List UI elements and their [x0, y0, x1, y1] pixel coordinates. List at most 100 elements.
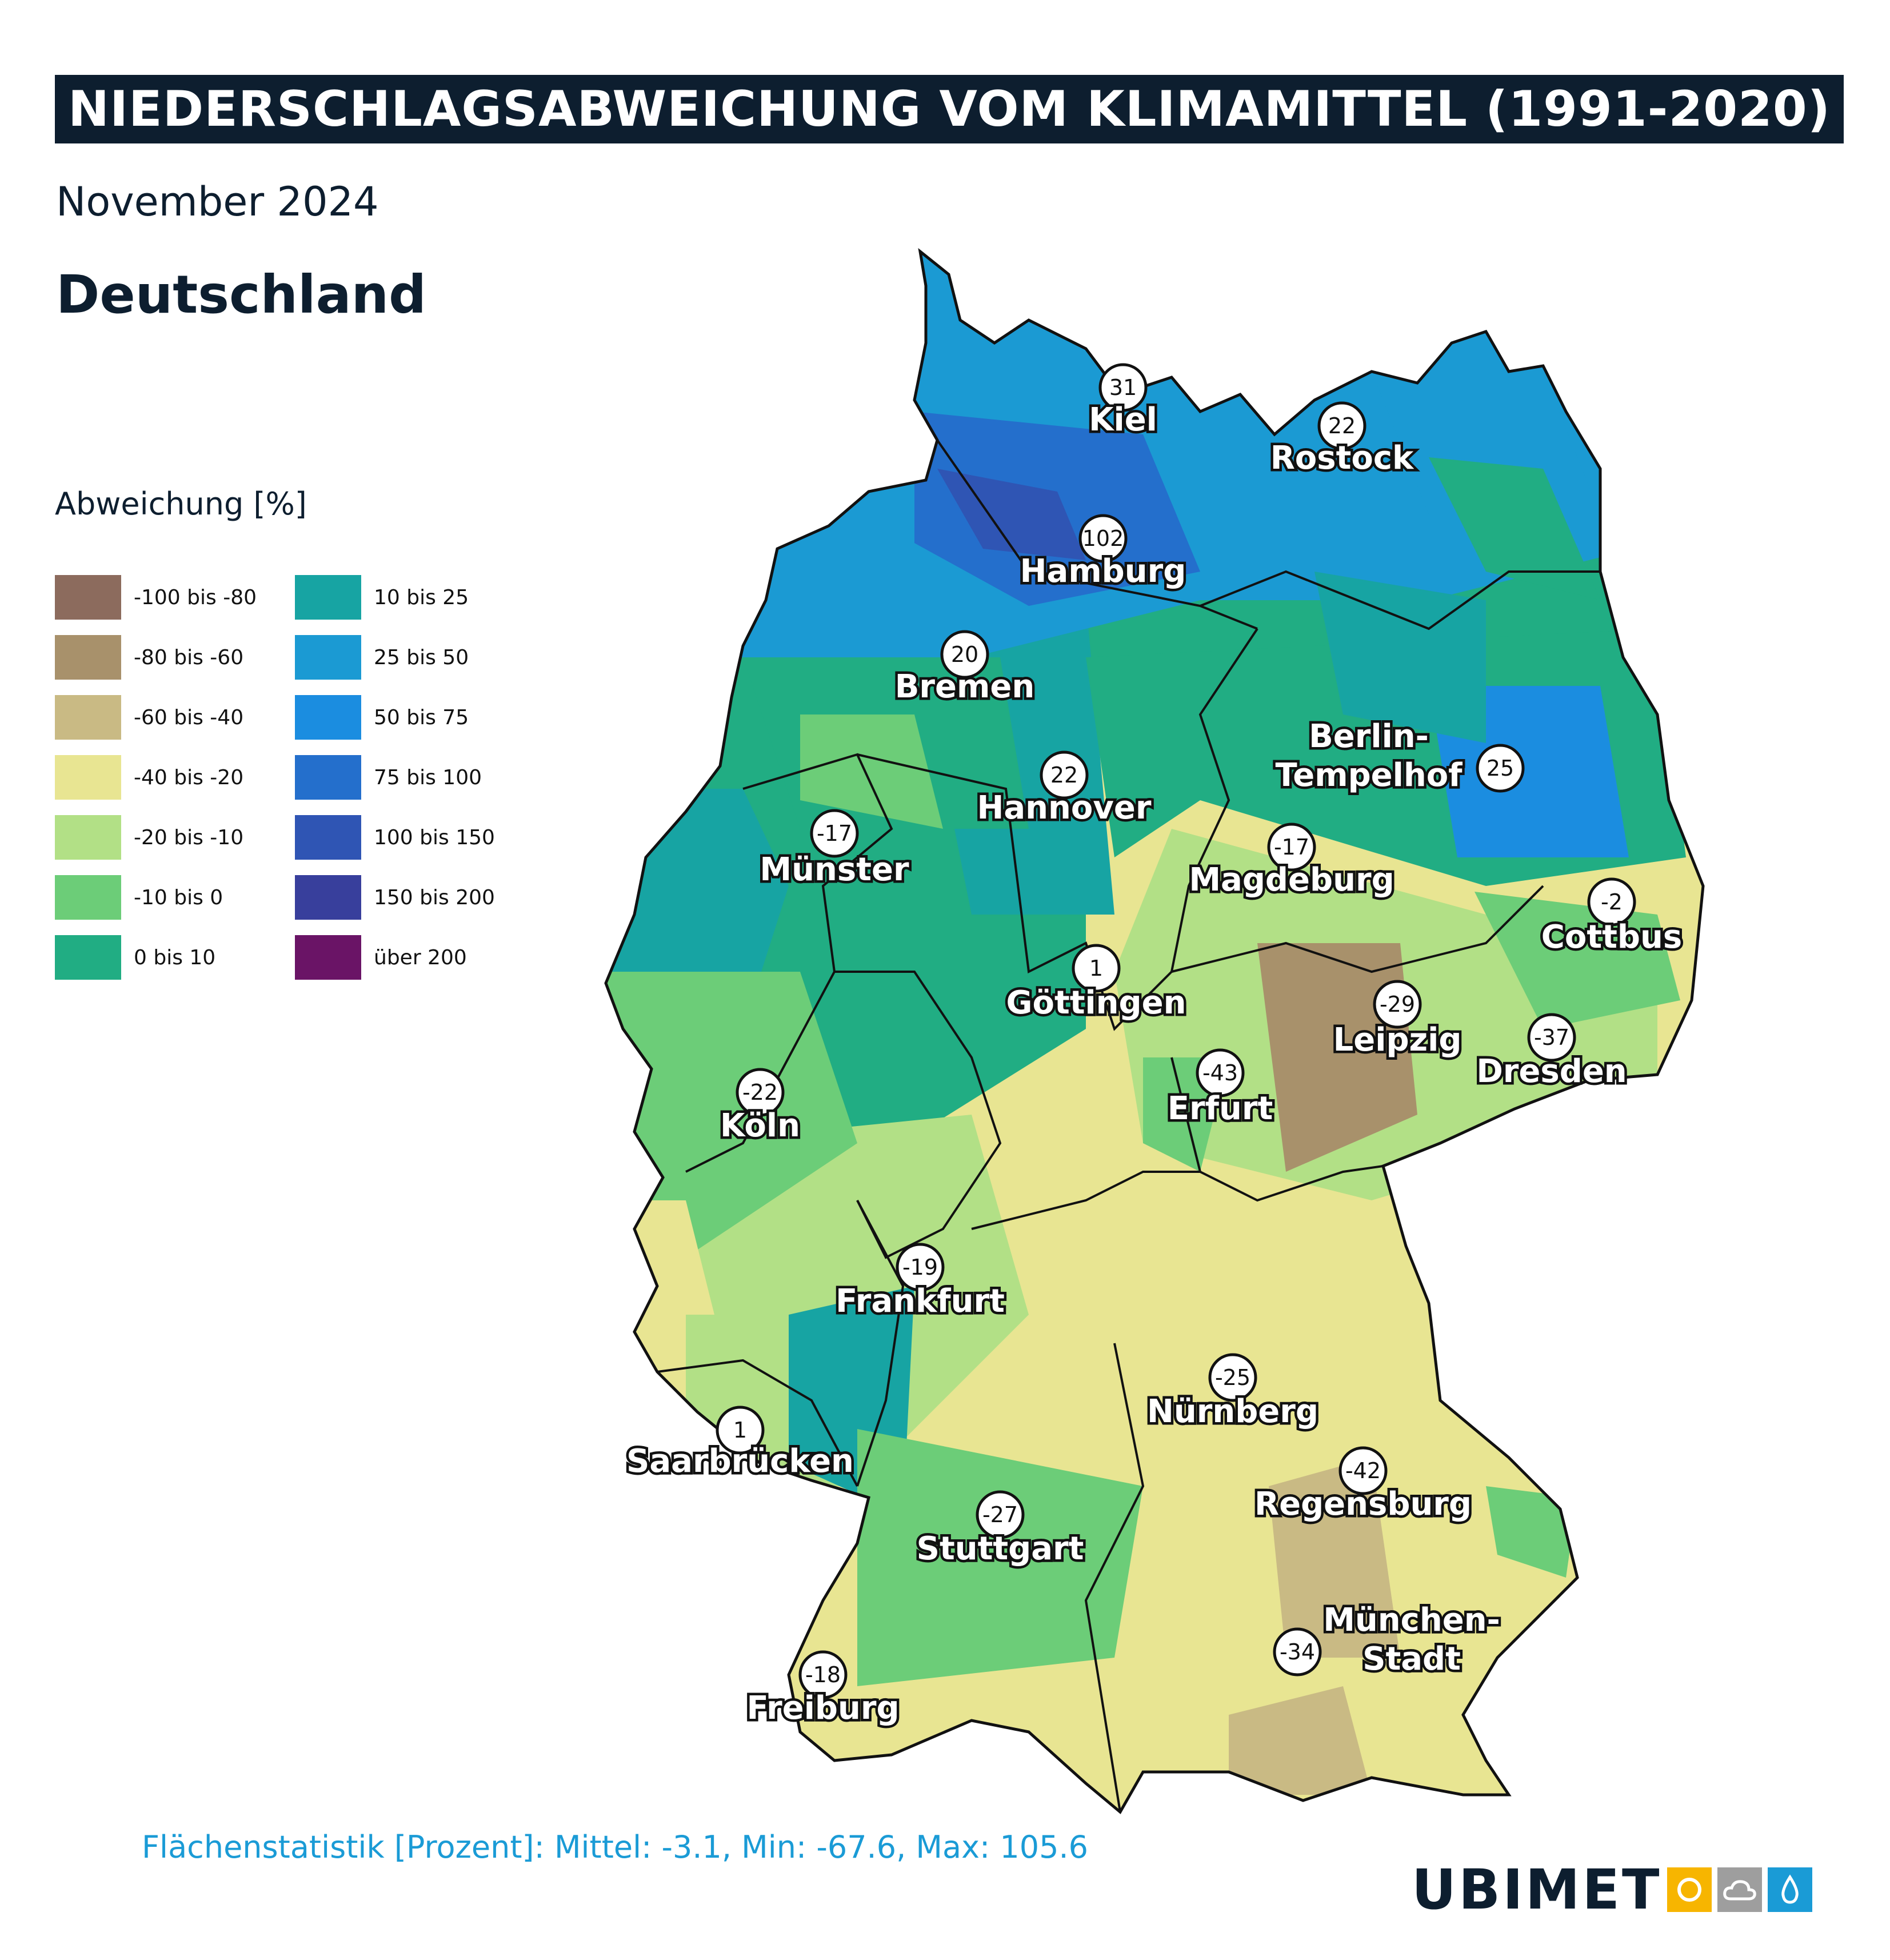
city-value: -37 — [1534, 1025, 1569, 1050]
city-marker: -25 Nürnberg — [1145, 1353, 1321, 1433]
legend-label: -60 bis -40 — [134, 705, 244, 729]
city-value: -25 — [1215, 1365, 1250, 1390]
city-circle — [1317, 401, 1366, 450]
city-value: -17 — [1274, 835, 1309, 860]
city-circle — [1208, 1353, 1257, 1402]
legend-label: -80 bis -60 — [134, 645, 244, 669]
city-circle — [1476, 744, 1525, 793]
legend-item: -40 bis -20 — [55, 755, 243, 800]
city-value: 102 — [1082, 526, 1124, 551]
city-marker: -34 München-Stadt — [1273, 1599, 1503, 1680]
legend-item: 25 bis 50 — [295, 634, 469, 680]
legend-item: 0 bis 10 — [55, 935, 215, 980]
cloud-icon — [1717, 1867, 1763, 1912]
legend-swatch — [55, 815, 121, 860]
legend-item: -80 bis -60 — [55, 634, 243, 680]
city-circle — [1273, 1627, 1322, 1676]
city-circle — [1267, 823, 1316, 872]
city-name: Münster — [760, 851, 909, 888]
city-marker: -29 Leipzig — [1330, 980, 1464, 1061]
legend-swatch — [295, 875, 361, 920]
city-circle — [736, 1068, 785, 1117]
title-bar: NIEDERSCHLAGSABWEICHUNG VOM KLIMAMITTEL … — [55, 75, 1844, 143]
legend-label: -100 bis -80 — [134, 585, 257, 609]
sun-icon — [1667, 1867, 1712, 1912]
region-name: Deutschland — [56, 264, 426, 325]
city-marker: -19 Frankfurt — [833, 1243, 1007, 1323]
city-value: -34 — [1280, 1639, 1315, 1664]
city-value: 25 — [1487, 756, 1514, 781]
city-circle — [1527, 1013, 1576, 1062]
city-name: Leipzig — [1333, 1021, 1462, 1059]
legend-label: -10 bis 0 — [134, 885, 223, 909]
city-value: -22 — [742, 1080, 778, 1105]
drop-icon — [1768, 1867, 1813, 1912]
city-value: 22 — [1050, 763, 1078, 788]
legend-label: 25 bis 50 — [374, 645, 469, 669]
legend-swatch — [295, 755, 361, 800]
legend-item: -20 bis -10 — [55, 815, 243, 860]
city-circle — [810, 809, 859, 858]
legend-label: 100 bis 150 — [374, 825, 495, 849]
legend-label: 0 bis 10 — [134, 945, 216, 969]
city-circle — [1373, 980, 1422, 1029]
city-marker: 1 Göttingen — [1004, 944, 1189, 1024]
legend-label: über 200 — [374, 945, 467, 969]
city-name: Regensburg — [1254, 1486, 1472, 1523]
legend-label: 150 bis 200 — [374, 885, 495, 909]
legend-item: -60 bis -40 — [55, 694, 243, 740]
city-marker: -27 Stuttgart — [914, 1490, 1086, 1570]
city-circle — [798, 1650, 848, 1699]
city-name: Freiburg — [746, 1690, 899, 1727]
legend-item: 10 bis 25 — [295, 574, 469, 620]
city-name: Nürnberg — [1147, 1393, 1318, 1430]
city-name: Stuttgart — [917, 1530, 1084, 1567]
legend-swatch — [55, 875, 121, 920]
city-value: -18 — [805, 1662, 841, 1687]
city-marker: 25 Berlin-Tempelhof — [1273, 716, 1525, 797]
city-marker: -42 Regensburg — [1252, 1446, 1475, 1526]
map-title: NIEDERSCHLAGSABWEICHUNG VOM KLIMAMITTEL … — [67, 81, 1831, 138]
city-name: Berlin- — [1309, 718, 1429, 755]
city-value: -17 — [817, 821, 852, 846]
city-circle — [1040, 751, 1089, 800]
city-name-line2: Tempelhof — [1275, 757, 1463, 794]
legend-label: -20 bis -10 — [134, 825, 244, 849]
legend-swatch — [55, 695, 121, 740]
legend-swatch — [295, 815, 361, 860]
city-circle — [976, 1490, 1025, 1539]
city-circle — [1338, 1446, 1388, 1495]
ubimet-logo: UBIMET — [1412, 1858, 1813, 1922]
city-circle — [1098, 363, 1148, 412]
legend-label: 50 bis 75 — [374, 705, 469, 729]
city-name: München- — [1323, 1602, 1500, 1639]
legend-label: -40 bis -20 — [134, 765, 244, 789]
area-statistics: Flächenstatistik [Prozent]: Mittel: -3.1… — [142, 1829, 1088, 1865]
city-value: 22 — [1328, 413, 1356, 438]
legend-item: 100 bis 150 — [295, 815, 495, 860]
legend-swatch — [295, 575, 361, 620]
legend-swatch — [55, 935, 121, 980]
city-circle — [896, 1243, 945, 1292]
city-name: Göttingen — [1006, 984, 1186, 1021]
city-value: -42 — [1345, 1458, 1381, 1483]
city-name: Hannover — [977, 789, 1152, 827]
city-circle — [1587, 877, 1636, 927]
map-subtitle: November 2024 — [56, 178, 379, 225]
city-name: Bremen — [895, 668, 1034, 705]
legend-label: 75 bis 100 — [374, 765, 482, 789]
city-circle — [1078, 514, 1128, 563]
city-value: 1 — [1089, 956, 1103, 981]
city-value: -2 — [1601, 889, 1623, 915]
city-name: Köln — [720, 1107, 800, 1144]
